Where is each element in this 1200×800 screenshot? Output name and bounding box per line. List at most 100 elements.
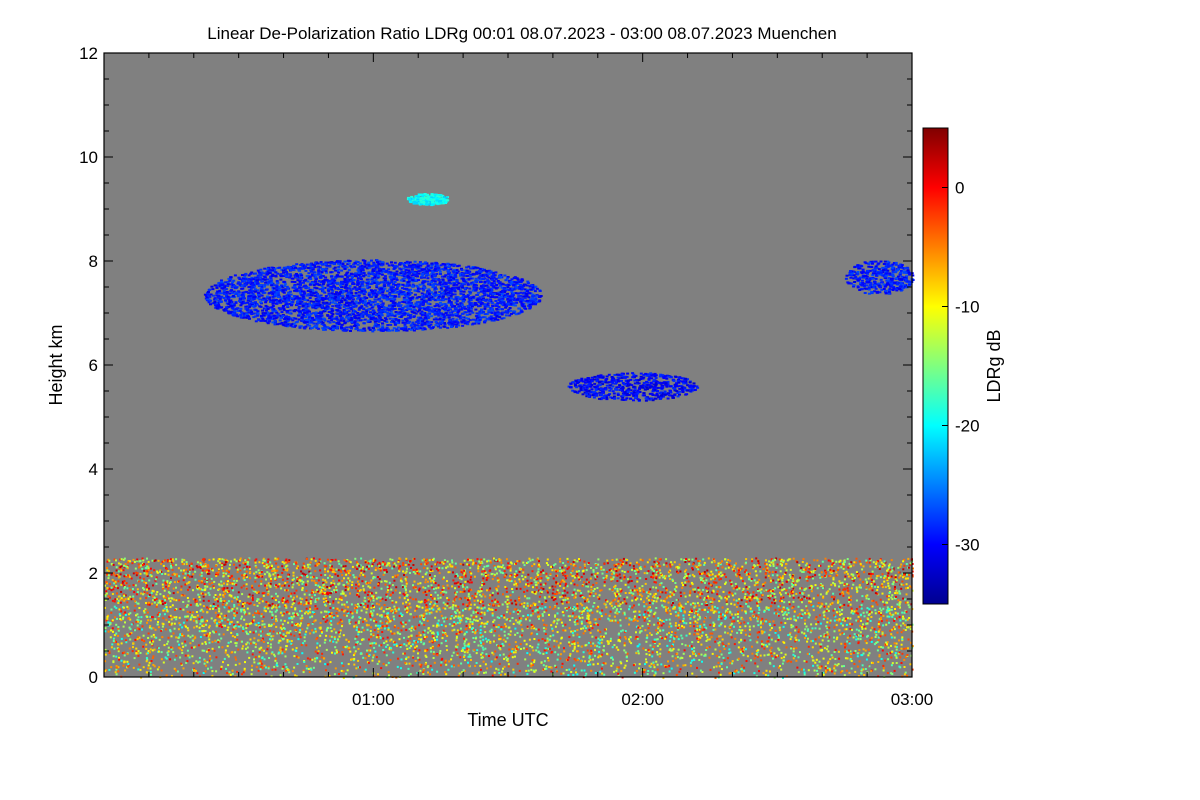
data-pixel: [302, 302, 306, 305]
data-pixel: [626, 391, 630, 393]
data-pixel: [335, 291, 338, 294]
data-pixel: [305, 263, 309, 266]
data-pixel: [271, 309, 275, 312]
data-pixel: [639, 378, 643, 380]
data-pixel: [406, 312, 410, 315]
data-pixel: [330, 308, 334, 310]
data-pixel: [297, 314, 300, 317]
data-pixel: [441, 195, 445, 198]
data-pixel: [209, 303, 212, 306]
data-pixel: [603, 387, 607, 390]
data-pixel: [336, 318, 340, 321]
data-pixel: [671, 394, 675, 397]
data-pixel: [426, 277, 430, 280]
data-pixel: [462, 305, 466, 308]
data-pixel: [348, 293, 352, 296]
data-pixel: [899, 263, 903, 266]
data-pixel: [257, 284, 261, 287]
data-pixel: [463, 296, 467, 298]
data-pixel: [418, 304, 422, 307]
data-pixel: [380, 314, 384, 317]
data-pixel: [288, 276, 292, 279]
data-pixel: [491, 304, 495, 307]
data-pixel: [406, 283, 410, 285]
data-pixel: [471, 303, 475, 306]
data-pixel: [448, 308, 452, 311]
data-pixel: [895, 289, 899, 292]
data-pixel: [408, 279, 412, 281]
data-pixel: [332, 284, 336, 287]
data-pixel: [350, 321, 354, 323]
data-pixel: [408, 198, 411, 201]
data-pixel: [872, 260, 875, 263]
data-pixel: [305, 275, 309, 277]
data-pixel: [264, 301, 268, 304]
data-pixel: [297, 269, 301, 272]
data-pixel: [347, 310, 351, 313]
data-pixel: [314, 311, 318, 314]
data-pixel: [432, 274, 436, 277]
data-pixel: [671, 396, 675, 399]
data-pixel: [391, 297, 395, 300]
data-pixel: [325, 264, 329, 267]
data-pixel: [259, 301, 263, 304]
data-pixel: [303, 292, 307, 295]
data-pixel: [216, 301, 220, 304]
data-pixel: [428, 312, 432, 315]
data-pixel: [390, 312, 394, 315]
data-pixel: [395, 318, 398, 321]
data-pixel: [626, 372, 630, 375]
data-pixel: [419, 312, 423, 315]
data-pixel: [526, 290, 529, 293]
data-pixel: [294, 266, 297, 269]
data-pixel: [365, 302, 369, 305]
data-pixel: [351, 282, 355, 285]
data-pixel: [580, 377, 584, 380]
data-pixel: [323, 328, 327, 331]
data-pixel: [399, 305, 402, 308]
data-pixel: [903, 267, 907, 270]
data-pixel: [244, 278, 247, 280]
data-pixel: [355, 326, 359, 329]
data-pixel: [624, 379, 628, 382]
data-pixel: [325, 271, 328, 274]
data-pixel: [355, 287, 359, 290]
data-pixel: [286, 319, 290, 322]
data-pixel: [632, 399, 635, 402]
data-pixel: [900, 264, 904, 266]
data-pixel: [285, 296, 288, 299]
data-pixel: [411, 199, 415, 202]
data-pixel: [450, 305, 454, 308]
data-pixel: [379, 310, 383, 312]
data-pixel: [425, 270, 429, 273]
data-pixel: [642, 392, 646, 395]
data-pixel: [650, 392, 654, 395]
data-pixel: [269, 300, 272, 303]
feature-cirrus-at-end: [844, 260, 915, 295]
data-pixel: [252, 278, 256, 281]
data-pixel: [678, 393, 681, 396]
data-pixel: [345, 289, 349, 292]
data-pixel: [397, 274, 401, 277]
data-pixel: [250, 296, 254, 299]
data-pixel: [416, 327, 420, 330]
data-pixel: [605, 398, 609, 401]
data-pixel: [359, 297, 363, 300]
data-pixel: [572, 381, 575, 384]
data-pixel: [296, 283, 300, 286]
data-pixel: [592, 396, 596, 399]
data-pixel: [875, 283, 879, 286]
data-pixel: [894, 271, 898, 274]
data-pixel: [881, 266, 885, 269]
data-pixel: [336, 281, 340, 284]
data-pixel: [360, 291, 364, 294]
data-pixel: [446, 271, 450, 273]
data-pixel: [447, 306, 451, 309]
data-pixel: [497, 276, 501, 279]
data-pixel: [256, 312, 260, 315]
feature-small-cirrus-patch: [406, 193, 450, 207]
data-pixel: [372, 313, 375, 316]
data-pixel: [358, 262, 362, 265]
data-pixel: [502, 317, 506, 320]
data-pixel: [221, 283, 225, 286]
